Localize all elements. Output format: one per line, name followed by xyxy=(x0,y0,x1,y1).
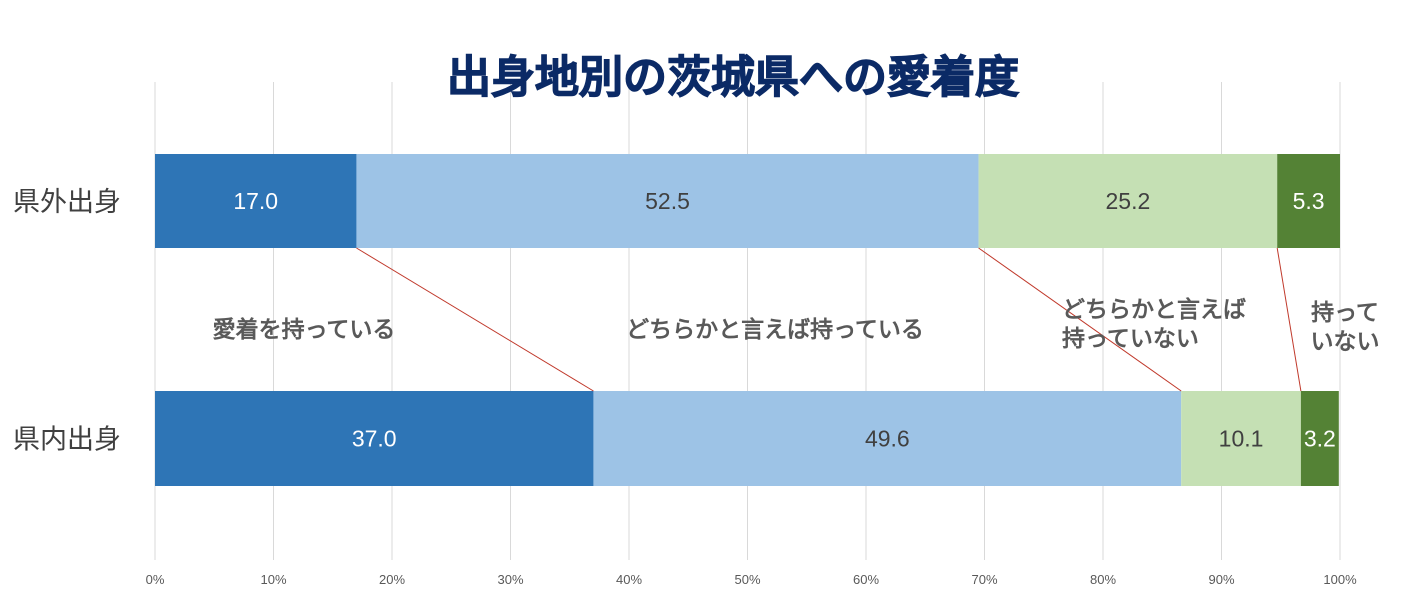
x-tick-label: 60% xyxy=(853,572,879,587)
category-label: 県内出身 xyxy=(13,425,121,456)
category-label: 県外出身 xyxy=(13,187,121,218)
series-connectors xyxy=(356,247,1302,392)
bar-segment xyxy=(978,154,1278,248)
x-tick-label: 50% xyxy=(734,572,760,587)
bar-segment xyxy=(1300,391,1339,486)
bar-segment xyxy=(593,391,1182,486)
data-label: 49.6 xyxy=(865,426,910,452)
series-connector xyxy=(978,247,1182,392)
x-tick-label: 10% xyxy=(260,572,286,587)
data-label: 5.3 xyxy=(1293,188,1325,214)
bar-segment xyxy=(1181,391,1301,486)
bar-segment xyxy=(155,154,357,248)
data-label: 52.5 xyxy=(645,188,690,214)
x-tick-label: 0% xyxy=(146,572,165,587)
x-tick-label: 30% xyxy=(497,572,523,587)
bar-segment xyxy=(155,391,594,486)
bar-segment xyxy=(356,154,979,248)
legend-label: 愛着を持っている xyxy=(213,316,396,343)
data-label: 10.1 xyxy=(1219,426,1264,452)
x-tick-label: 20% xyxy=(379,572,405,587)
inline-legend: 愛着を持っている どちらかと言えば持っている どちらかと言えば持っていない 持っていな… xyxy=(213,296,1380,355)
legend-label: どちらかと言えば持っていない xyxy=(1062,296,1246,352)
data-label: 3.2 xyxy=(1304,426,1336,452)
legend-label: どちらかと言えば持っている xyxy=(626,316,924,343)
x-tick-label: 40% xyxy=(616,572,642,587)
x-tick-label: 80% xyxy=(1090,572,1116,587)
x-axis-ticks: 0% 10% 20% 30% 40% 50% 60% 70% 80% 90% 100% xyxy=(146,572,1357,587)
series-connector xyxy=(1276,247,1302,392)
data-label: 25.2 xyxy=(1106,188,1151,214)
bar-layer: 17.0 52.5 25.2 5.3 37.0 49.6 10.1 3.2 xyxy=(155,154,1340,486)
series-connector xyxy=(356,247,594,392)
bar-segment xyxy=(1277,154,1340,248)
x-tick-label: 70% xyxy=(971,572,997,587)
x-tick-label: 90% xyxy=(1208,572,1234,587)
legend-label: 持っていない xyxy=(1311,300,1380,355)
data-label: 17.0 xyxy=(233,188,278,214)
chart-title: 出身地別の茨城県への愛着度 xyxy=(447,52,1019,103)
x-tick-label: 100% xyxy=(1323,572,1357,587)
data-label: 37.0 xyxy=(352,426,397,452)
